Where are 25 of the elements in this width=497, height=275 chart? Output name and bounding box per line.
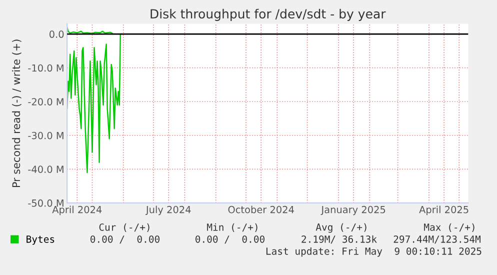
text: Avg (-/+) — [316, 223, 366, 233]
text: 2.19M/ 36.13k — [302, 235, 377, 244]
y-tick-label: -20.0 M — [28, 98, 64, 106]
legend-label: Bytes — [26, 236, 54, 245]
text: 297.44M/123.54M — [394, 235, 480, 244]
text: Last update: Fri May 9 00:10:11 2025 — [266, 247, 482, 257]
x-tick-label: July 2024 — [145, 206, 191, 216]
y-tick-label: -50.0 M — [28, 199, 64, 207]
line-series — [67, 26, 113, 34]
x-tick-label: January 2025 — [320, 206, 386, 216]
text: 0.00 / 0.00 — [196, 235, 264, 244]
x-tick-label: April 2025 — [419, 206, 468, 216]
y-tick-label: -10.0 M — [28, 64, 64, 72]
y-tick-label: 0.0 — [49, 30, 64, 38]
text: Min (-/+) — [207, 223, 258, 232]
text: 0.00 / 0.00 — [90, 235, 160, 244]
text: Max (-/+) — [424, 223, 474, 232]
y-axis-title: Pr second read (-) / write (+) — [12, 40, 22, 188]
x-tick-label: October 2024 — [228, 206, 294, 214]
y-tick-label: -30.0 M — [28, 132, 64, 140]
x-tick-label: April 2024 — [52, 206, 102, 216]
line-series — [67, 33, 122, 174]
text: Cur (-/+) — [99, 223, 150, 232]
y-tick-label: -40.0 M — [28, 166, 64, 174]
chart-title: Disk throughput for /dev/sdt - by year — [150, 8, 386, 21]
